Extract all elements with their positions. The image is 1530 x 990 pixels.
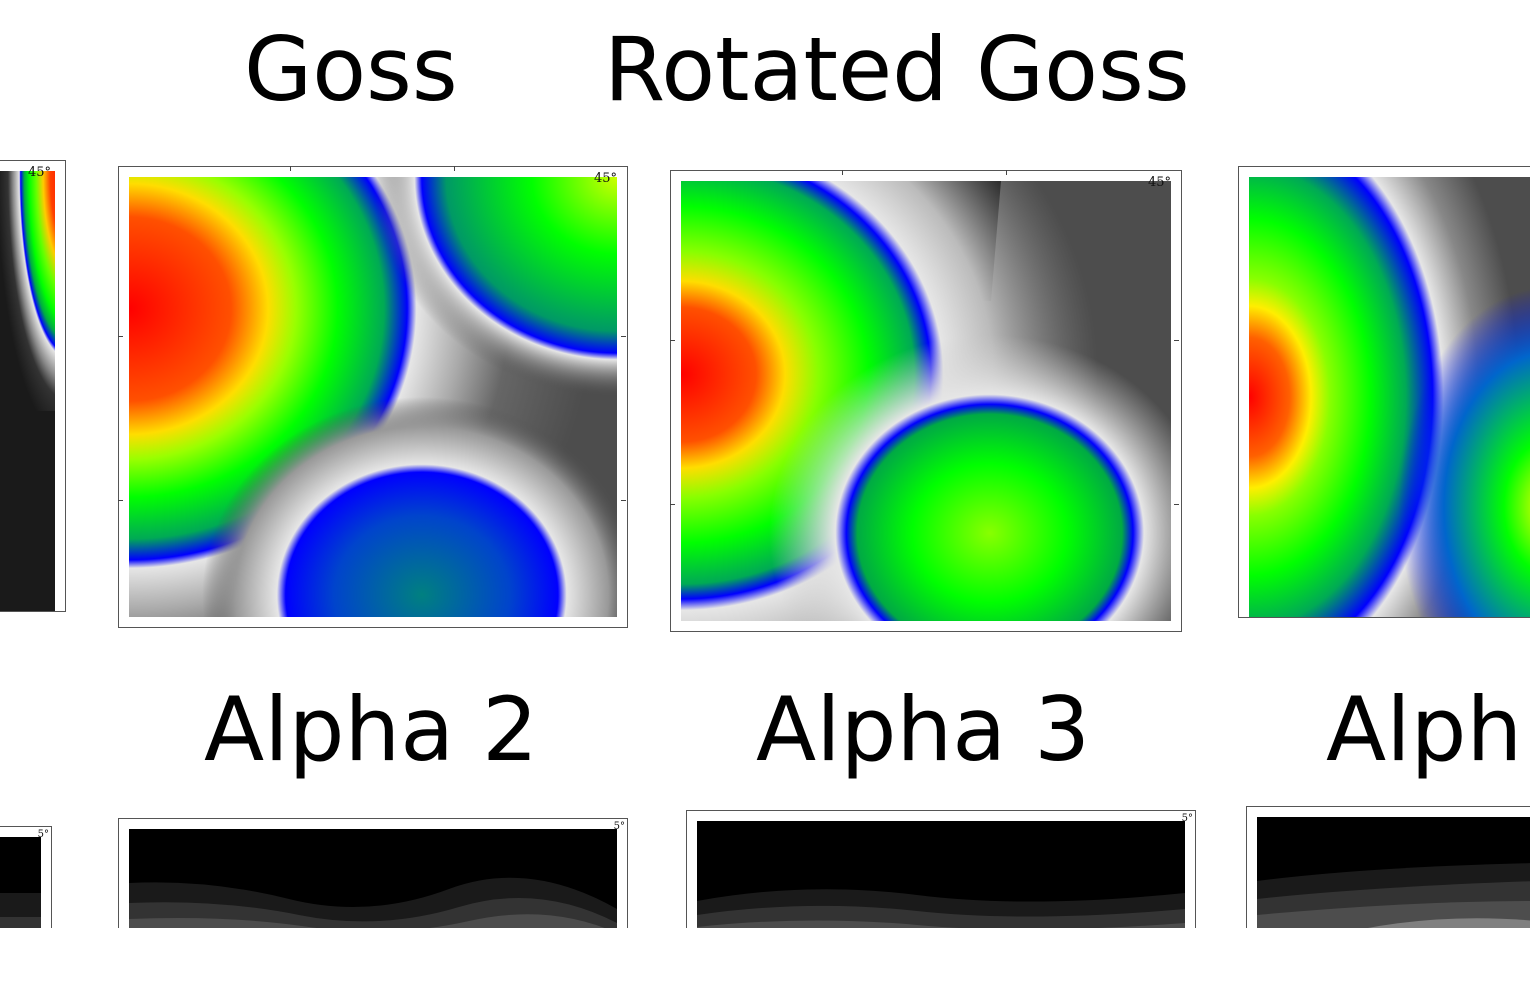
corner-label: 45° [1147,175,1171,190]
tick-mark [670,504,675,505]
title-alpha-3: Alpha 3 [756,678,1091,781]
tick-mark [118,500,123,501]
tick-mark [1174,504,1179,505]
heatmap-right-edge-top [1238,166,1530,618]
tick-mark [670,340,675,341]
tick-mark [1006,170,1007,175]
title-goss: Goss [244,18,458,121]
tick-mark [621,500,626,501]
corner-label: 45° [593,171,617,186]
heatmap-left-edge-top-svg [0,171,55,611]
tick-mark [118,336,123,337]
corner-label: 5° [613,821,625,832]
tick-mark [842,170,843,175]
heatmap-left-edge-top: 45° [0,160,66,612]
title-alpha-2: Alpha 2 [204,678,539,781]
tick-mark [621,336,626,337]
corner-label: 5° [37,829,49,840]
heatmap-rotated-goss-svg [681,181,1171,621]
tick-mark [290,166,291,171]
heatmap-goss-svg [129,177,617,617]
bottom-crop [0,928,1530,990]
heatmap-goss: 45° [118,166,628,628]
corner-label: 45° [27,165,51,180]
heatmap-right-edge-top-svg [1249,177,1530,617]
tick-mark [454,166,455,171]
title-alpha-partial: Alph [1326,678,1523,781]
corner-label: 5° [1181,813,1193,824]
heatmap-rotated-goss: 45° [670,170,1182,632]
title-rotated-goss: Rotated Goss [604,18,1190,121]
tick-mark [1174,340,1179,341]
